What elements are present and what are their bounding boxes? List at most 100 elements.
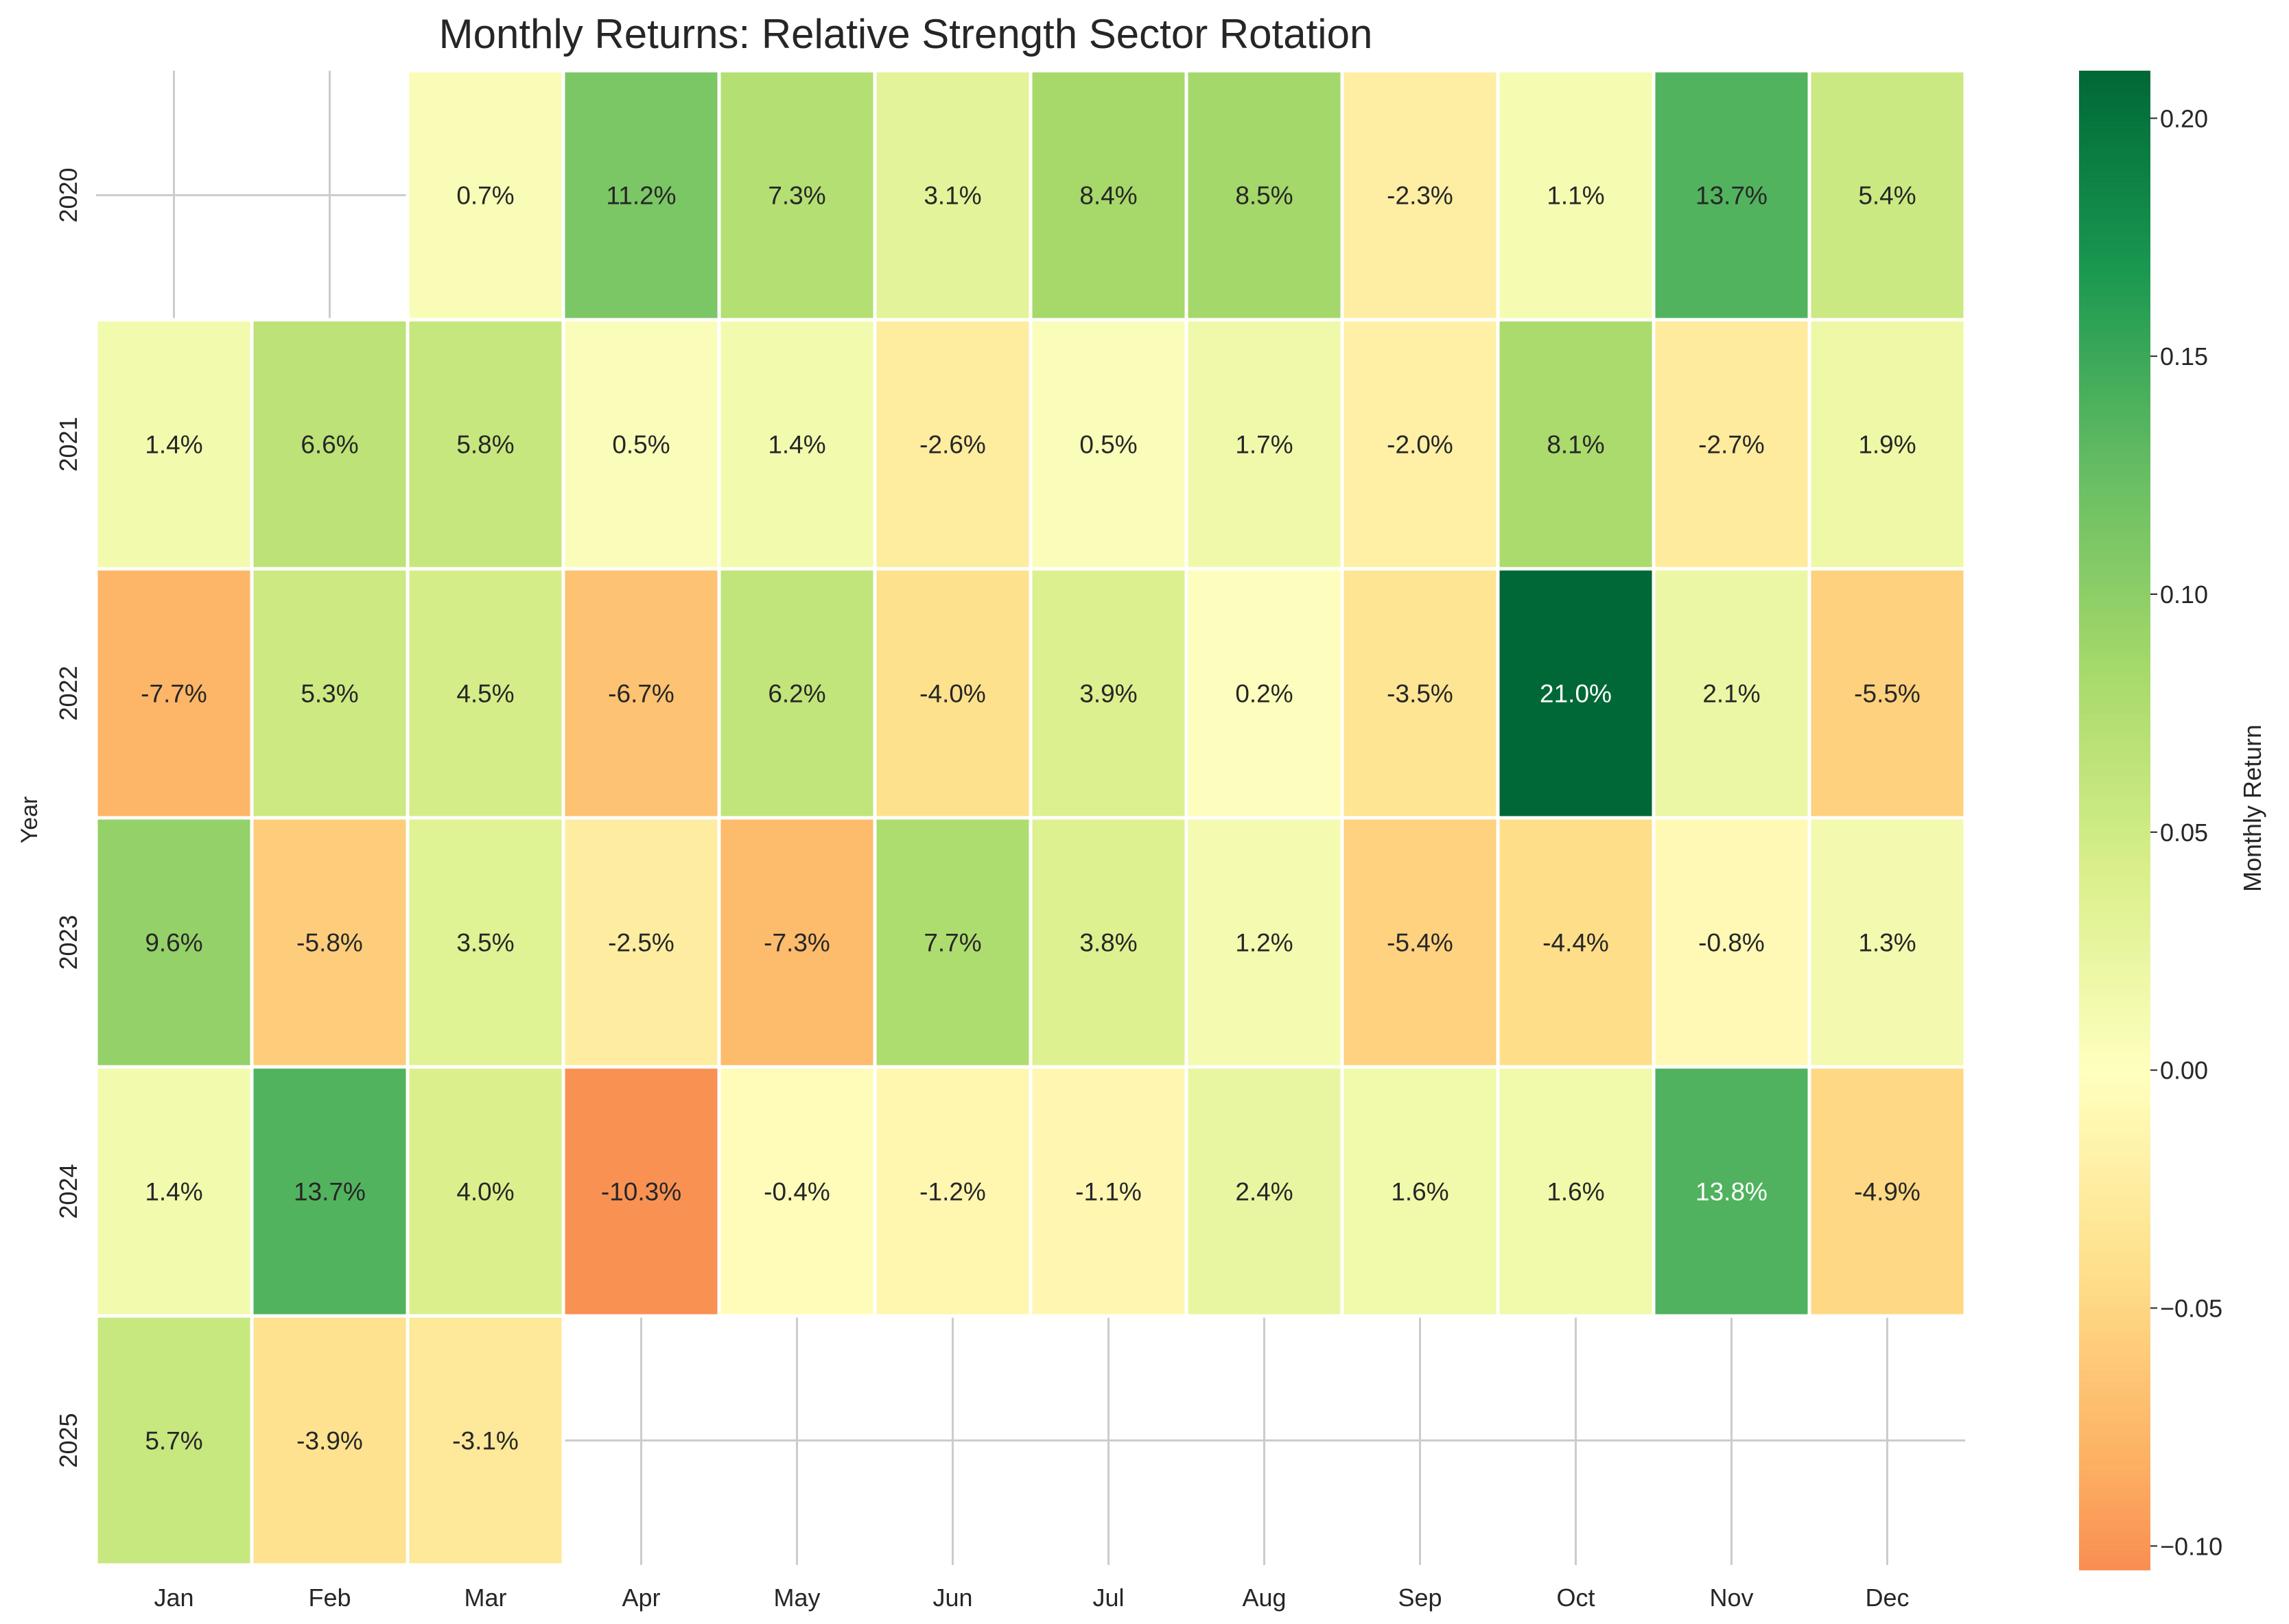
colorbar-segment <box>2079 476 2150 484</box>
cell-value-label: 0.7% <box>456 182 514 210</box>
colorbar-segment <box>2079 1507 2150 1514</box>
colorbar-tick-label: 0.15 <box>2160 342 2208 370</box>
heatmap-cell <box>1184 567 1344 820</box>
x-tick-label: Jun <box>932 1584 972 1612</box>
cell-value-label: 3.8% <box>1079 929 1137 957</box>
colorbar-segment <box>2079 926 2150 934</box>
colorbar-segment <box>2079 351 2150 359</box>
cell-value-label: 6.6% <box>301 431 358 459</box>
colorbar-segment <box>2079 670 2150 677</box>
colorbar-segment <box>2079 683 2150 690</box>
heatmap-cell <box>873 816 1033 1069</box>
colorbar-segment <box>2079 1082 2150 1090</box>
colorbar-segment <box>2079 1438 2150 1446</box>
colorbar-segment <box>2079 1057 2150 1065</box>
heatmap-cell <box>250 816 410 1069</box>
colorbar-segment <box>2079 1226 2150 1234</box>
cell-value-label: 13.7% <box>294 1178 366 1206</box>
colorbar-segment <box>2079 914 2150 921</box>
cell-value-label: -4.0% <box>919 680 986 708</box>
colorbar-segment <box>2079 377 2150 384</box>
colorbar-segment <box>2079 970 2150 977</box>
colorbar-segment <box>2079 226 2150 234</box>
heatmap-cell <box>1807 1065 1967 1318</box>
chart-title: Monthly Returns: Relative Strength Secto… <box>439 11 1373 57</box>
colorbar-segment <box>2079 739 2150 746</box>
colorbar-segment <box>2079 83 2150 91</box>
colorbar-segment <box>2079 333 2150 340</box>
colorbar-segment <box>2079 726 2150 733</box>
colorbar-segment <box>2079 814 2150 821</box>
x-tick-label: May <box>773 1584 820 1612</box>
colorbar-segment <box>2079 1488 2150 1496</box>
colorbar-segment <box>2079 795 2150 802</box>
colorbar-segment <box>2079 1476 2150 1483</box>
x-tick-label: Oct <box>1556 1584 1595 1612</box>
colorbar-segment <box>2079 1063 2150 1071</box>
colorbar-segment <box>2079 314 2150 321</box>
cell-value-label: -2.3% <box>1387 182 1453 210</box>
x-tick-label: Nov <box>1709 1584 1753 1612</box>
colorbar-segment <box>2079 1538 2150 1546</box>
heatmap-cell <box>1029 816 1188 1069</box>
colorbar-segment <box>2079 495 2150 502</box>
colorbar-segment <box>2079 788 2150 796</box>
heatmap-cell <box>1029 567 1188 820</box>
colorbar-segment <box>2079 245 2150 252</box>
colorbar-segment <box>2079 1238 2150 1246</box>
colorbar-segment <box>2079 1039 2150 1046</box>
cell-value-label: 1.4% <box>768 431 825 459</box>
colorbar-segment <box>2079 401 2150 409</box>
heatmap-cell <box>1496 69 1656 322</box>
colorbar-segment <box>2079 145 2150 153</box>
heatmap-cell <box>1652 69 1811 322</box>
colorbar-segment <box>2079 1245 2150 1252</box>
colorbar-segment <box>2079 1395 2150 1402</box>
colorbar-segment <box>2079 1207 2150 1214</box>
heatmap-cell <box>717 1065 877 1318</box>
colorbar-segment <box>2079 1339 2150 1346</box>
colorbar-segment <box>2079 120 2150 128</box>
cell-value-label: -2.0% <box>1387 431 1453 459</box>
colorbar-segment <box>2079 458 2150 465</box>
colorbar-segment <box>2079 1257 2150 1264</box>
colorbar-segment <box>2079 989 2150 996</box>
colorbar-segment <box>2079 1076 2150 1083</box>
colorbar-segment <box>2079 564 2150 572</box>
colorbar-segment <box>2079 770 2150 777</box>
cell-value-label: -3.9% <box>296 1427 363 1455</box>
colorbar-segment <box>2079 1201 2150 1208</box>
cell-value-label: -6.7% <box>608 680 674 708</box>
colorbar-segment <box>2079 1026 2150 1033</box>
colorbar-segment <box>2079 826 2150 834</box>
cell-value-label: 13.8% <box>1695 1178 1768 1206</box>
colorbar-segment <box>2079 1326 2150 1333</box>
cell-value-label: 5.4% <box>1858 182 1916 210</box>
colorbar-segment <box>2079 526 2150 534</box>
cell-value-label: -10.3% <box>601 1178 681 1206</box>
colorbar-segment <box>2079 889 2150 896</box>
colorbar-segment <box>2079 108 2150 115</box>
colorbar-segment <box>2079 1001 2150 1009</box>
colorbar-segment <box>2079 1232 2150 1240</box>
cell-value-label: 5.7% <box>145 1427 202 1455</box>
x-tick-label: Sep <box>1398 1584 1442 1612</box>
heatmap-cell <box>717 318 877 571</box>
colorbar-segment <box>2079 307 2150 315</box>
colorbar-segment <box>2079 408 2150 415</box>
colorbar-segment <box>2079 745 2150 753</box>
colorbar-segment <box>2079 808 2150 815</box>
colorbar-segment <box>2079 164 2150 172</box>
cell-value-label: -4.9% <box>1854 1178 1921 1206</box>
colorbar-segment <box>2079 208 2150 215</box>
colorbar-segment <box>2079 1313 2150 1321</box>
colorbar-segment <box>2079 1357 2150 1365</box>
cell-value-label: 3.9% <box>1079 680 1137 708</box>
heatmap-cell <box>1029 318 1188 571</box>
colorbar-segment <box>2079 370 2150 377</box>
y-tick-label: 2025 <box>54 1413 82 1468</box>
colorbar-segment <box>2079 1544 2150 1552</box>
heatmap-cell <box>250 1314 410 1567</box>
colorbar-segment <box>2079 1107 2150 1115</box>
